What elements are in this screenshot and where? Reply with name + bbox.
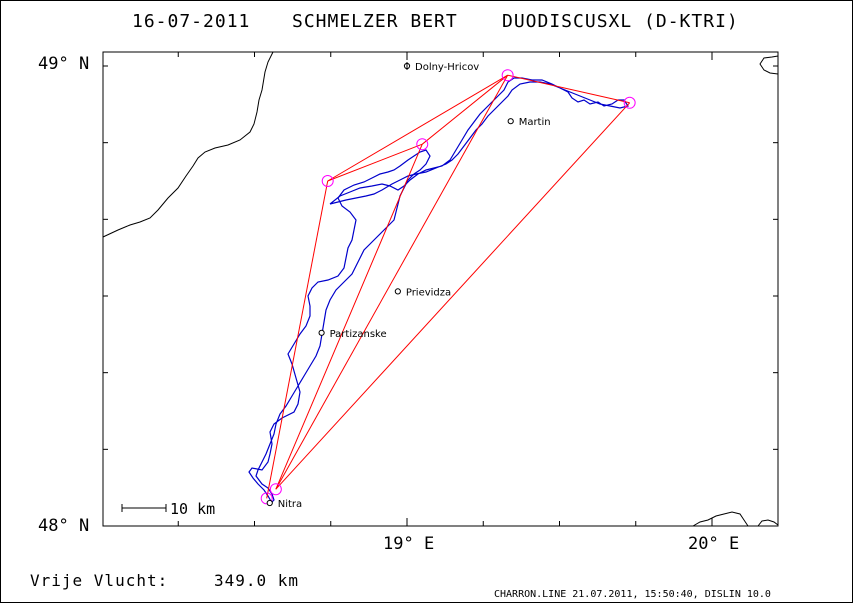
lat-48-label: 48° N	[38, 516, 89, 536]
task-leg	[327, 74, 508, 182]
task-leg	[275, 102, 631, 490]
city-label: Prievidza	[406, 287, 451, 298]
glider-name: DUODISCUSXL (D-KTRI)	[502, 11, 739, 32]
free-flight-distance: 349.0 km	[214, 571, 299, 590]
city-label: Martin	[519, 117, 551, 128]
city-marker	[266, 499, 273, 507]
lon-20-label: 20° E	[688, 534, 739, 554]
task-leg	[275, 144, 423, 490]
border-line-west	[102, 51, 274, 238]
task-leg	[266, 180, 329, 499]
turnpoint-circle	[321, 175, 334, 187]
lon-19-label: 19° E	[383, 534, 434, 554]
turnpoint-circle	[501, 69, 514, 82]
city-label: Dolny-Hricov	[415, 62, 479, 73]
city-marker	[318, 329, 325, 336]
border-line-southeast	[692, 511, 779, 527]
flight-track-north	[329, 77, 629, 205]
flight-date: 16-07-2011	[132, 11, 250, 32]
scale-label: 10 km	[170, 500, 215, 518]
task-lines	[266, 74, 631, 499]
cities: Dolny-Hricov Martin Prievidza Partizanske Ni…	[266, 62, 551, 510]
city-marker	[507, 118, 514, 125]
task-leg	[275, 74, 509, 490]
city-label: Nitra	[278, 499, 302, 510]
turnpoint-circle	[260, 492, 273, 505]
task-leg	[507, 74, 630, 104]
lat-49-label: 49° N	[38, 54, 89, 74]
free-flight-label: Vrije Vlucht:	[30, 571, 168, 590]
flight-track	[248, 149, 431, 505]
turnpoint-circle	[416, 138, 429, 151]
axis-ticks	[103, 52, 778, 527]
turnpoints	[260, 69, 636, 505]
city-label: Partizanske	[330, 329, 387, 340]
map-frame	[102, 51, 779, 527]
city-marker	[394, 288, 401, 295]
pilot-name: SCHMELZER BERT	[292, 11, 458, 32]
task-leg	[421, 74, 508, 145]
credits-line: CHARRON.LINE 21.07.2011, 15:50:40, DISLI…	[494, 589, 771, 600]
turnpoint-circle	[269, 483, 282, 496]
scale-bar: 10 km	[121, 500, 215, 518]
task-leg	[327, 143, 423, 182]
border-line-northeast	[759, 55, 779, 75]
turnpoint-circle	[623, 96, 636, 109]
